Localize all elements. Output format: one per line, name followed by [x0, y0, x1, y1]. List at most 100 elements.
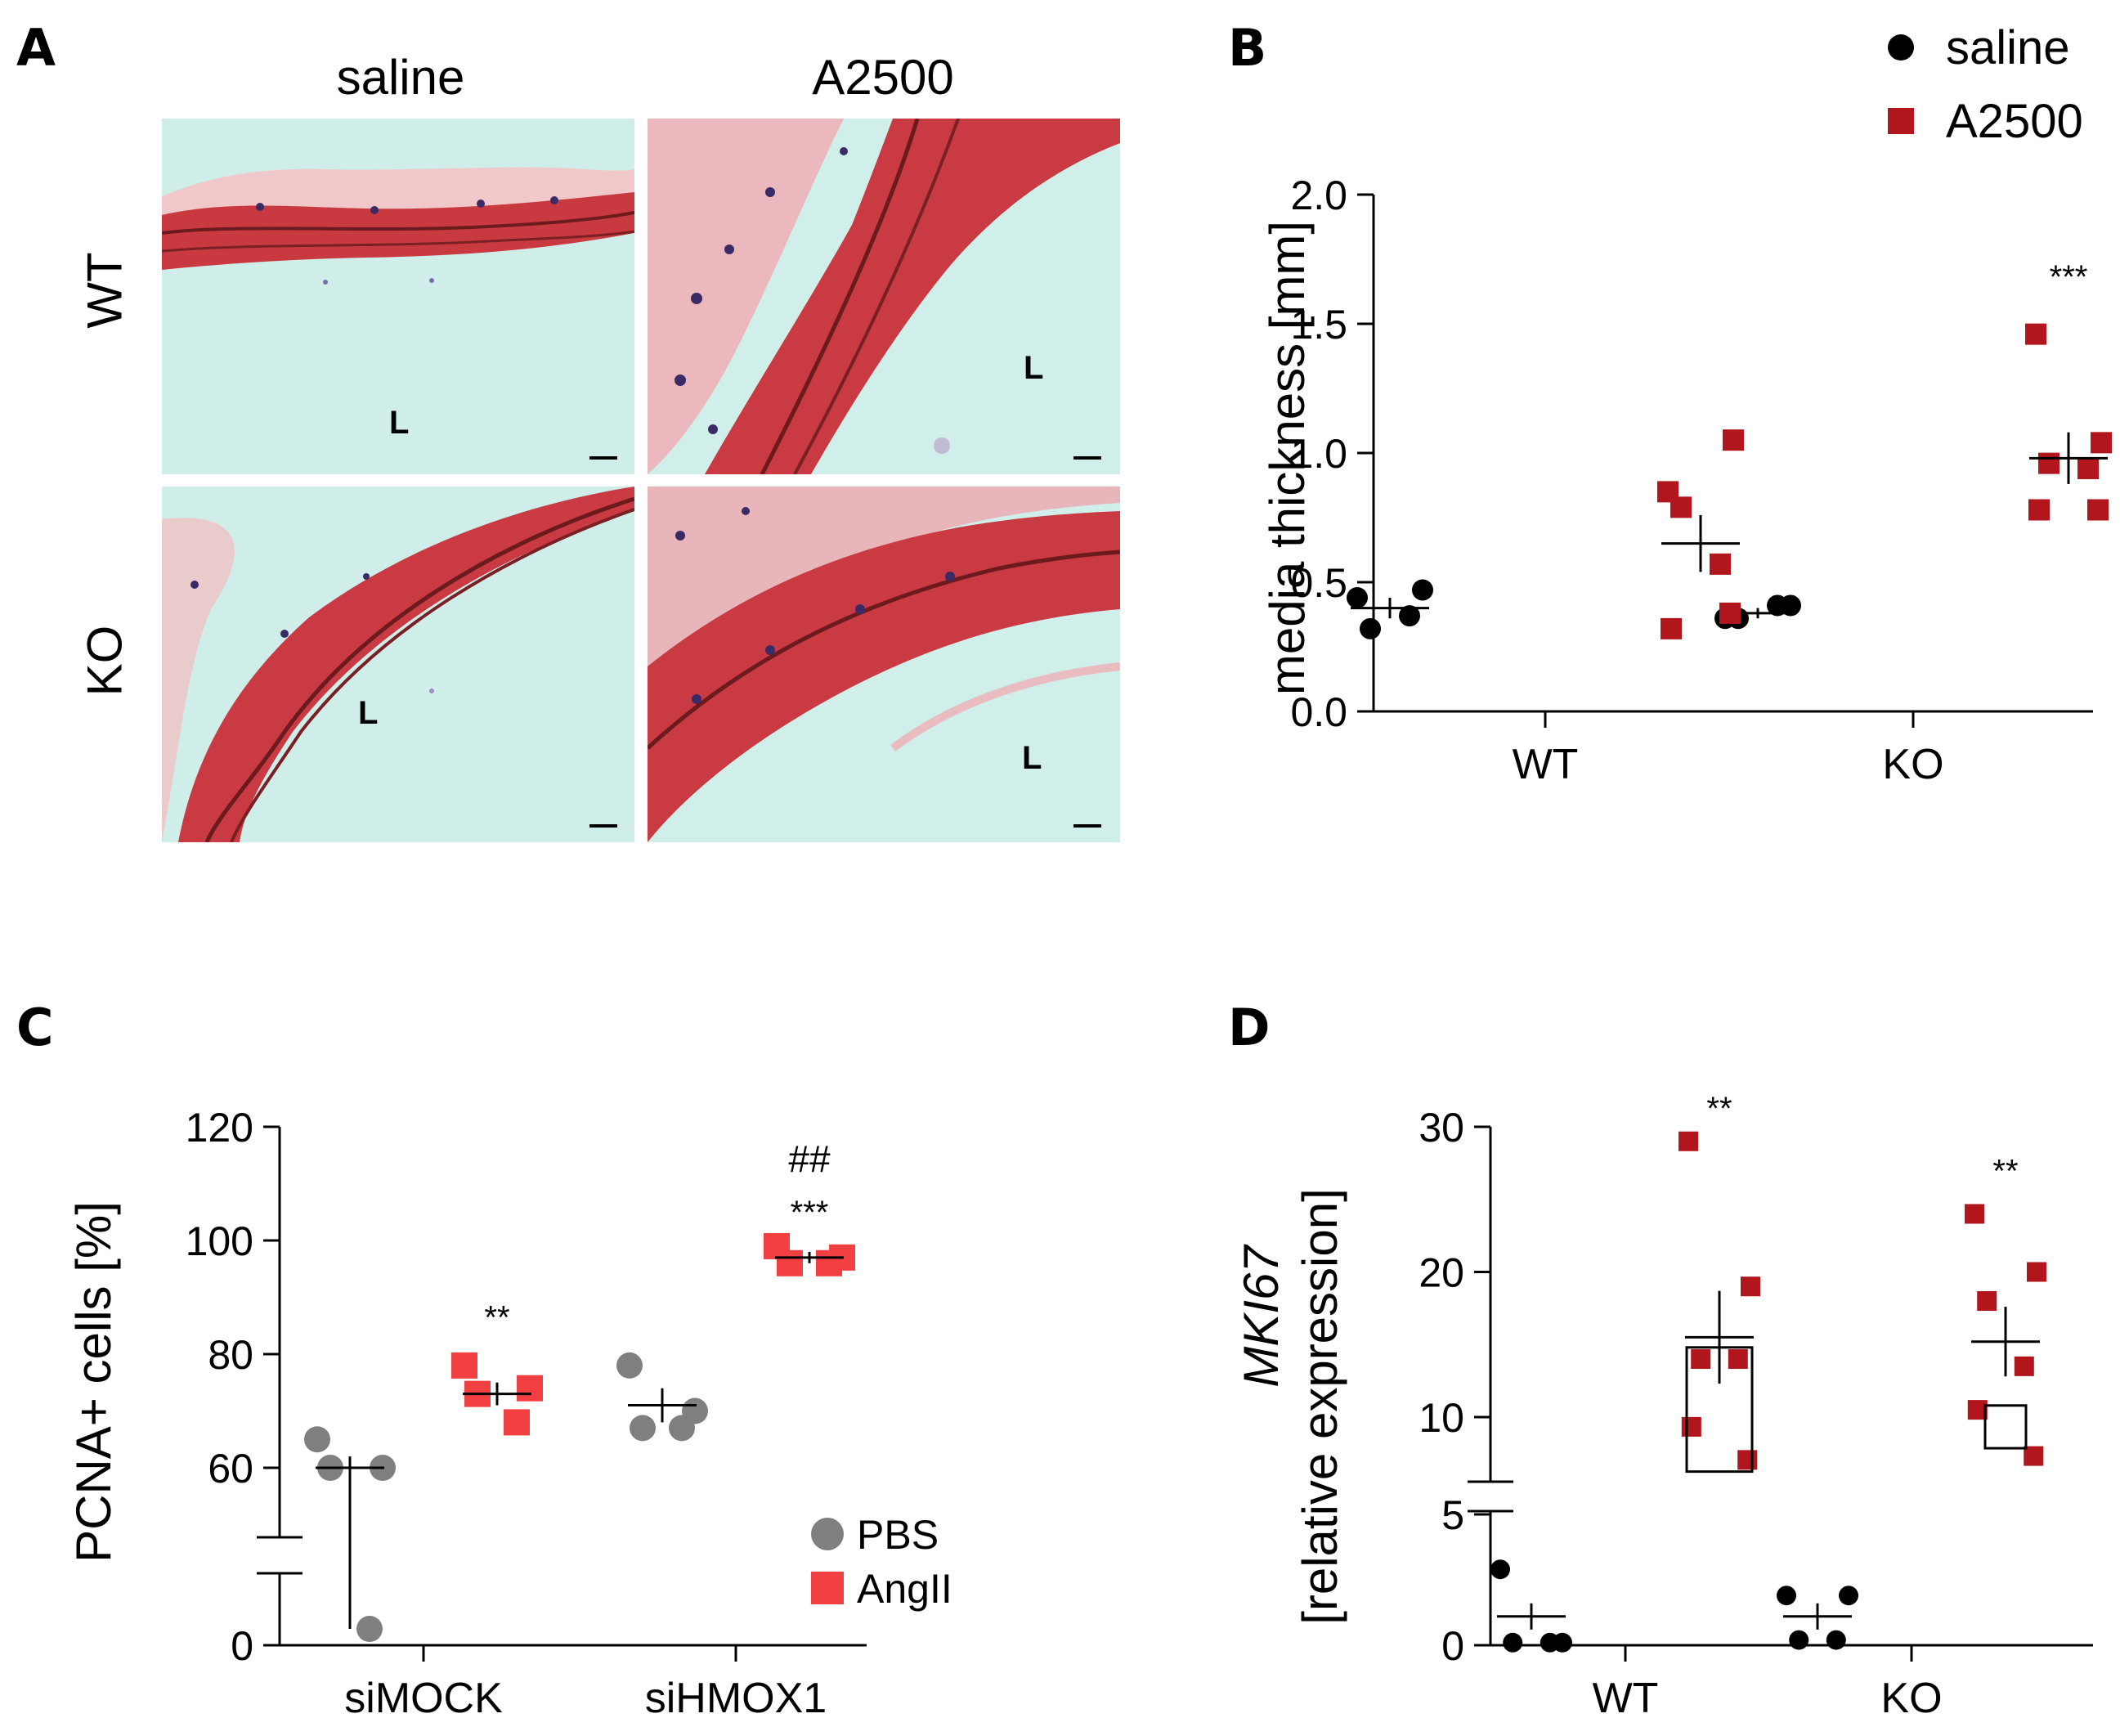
x-tick-label: WT	[1513, 741, 1579, 788]
micrograph-wt-saline: L	[162, 119, 634, 474]
chart-b: 0.0 0.5 1.0 1.5 2.0 WT KO media thickness [mm] *…	[1260, 21, 2112, 788]
panel-letter-c: C	[16, 998, 54, 1057]
y-tick-label: 30	[1419, 1105, 1464, 1151]
lumen-label: L	[1024, 350, 1043, 386]
saline-point	[1826, 1630, 1846, 1650]
a2500-point	[2027, 1262, 2046, 1282]
y-tick-label: 0	[1441, 1623, 1464, 1669]
y-tick-label: 60	[208, 1446, 253, 1492]
a2500-point	[1670, 496, 1692, 518]
angii-point	[517, 1375, 543, 1402]
x-tick-label: KO	[1882, 741, 1943, 788]
a2500-point	[1728, 1349, 1748, 1369]
legend-label-angii: AngII	[857, 1566, 952, 1612]
legend-label-a2500: A2500	[1946, 95, 2083, 148]
panel-letter-b: B	[1228, 18, 1267, 78]
legend-marker-pbs	[811, 1518, 844, 1550]
y-tick-label: 120	[186, 1105, 253, 1151]
a2500-point	[2025, 323, 2046, 345]
saline-point	[1767, 594, 1788, 617]
legend-marker-a2500	[1888, 108, 1914, 134]
a2500-point	[2091, 432, 2112, 454]
y-tick-label: 2.0	[1290, 173, 1347, 218]
y-tick-label: 1.5	[1290, 302, 1347, 348]
angii-point	[816, 1249, 842, 1276]
y-axis-gene-label: MKI67	[1234, 1244, 1289, 1388]
pbs-point	[304, 1426, 330, 1453]
angii-point	[777, 1249, 803, 1276]
x-tick-label: siMOCK	[344, 1675, 503, 1722]
a2500-point	[1679, 1131, 1698, 1151]
significance-mark: **	[1992, 1153, 2018, 1189]
lumen-label: L	[389, 405, 409, 441]
a2500-point	[1977, 1291, 1997, 1311]
column-label-saline: saline	[336, 50, 465, 105]
y-tick-label: 100	[186, 1218, 253, 1264]
micrograph-wt-a2500: L	[648, 119, 1120, 474]
a2500-point	[1965, 1204, 1984, 1224]
pbs-point	[356, 1616, 383, 1642]
y-tick-label: 0	[231, 1623, 253, 1669]
a2500-point	[1741, 1276, 1760, 1297]
significance-mark: **	[484, 1300, 509, 1336]
chart-d: 0 5 10 20 30 WT KO [relative expression]MKI67 **…	[1234, 1091, 2093, 1722]
saline-point	[1789, 1630, 1809, 1650]
a2500-point	[1691, 1349, 1711, 1369]
a2500-point	[2077, 457, 2099, 479]
saline-point	[1360, 617, 1381, 639]
chart-c: 0 60 80 100 120 siMOCK siHMOX1 PCNA+ cells [%] *…	[66, 1105, 952, 1722]
a2500-point	[2028, 499, 2050, 521]
a2500-point	[1737, 1450, 1758, 1470]
y-tick-label: 0.0	[1290, 689, 1347, 735]
a2500-point	[1681, 1416, 1701, 1437]
x-tick-label: siHMOX1	[645, 1675, 827, 1722]
saline-point	[1412, 579, 1433, 601]
panel-letter-a: A	[16, 18, 56, 78]
saline-point	[1490, 1559, 1510, 1580]
y-axis-label: [relative expression]	[1293, 1188, 1347, 1625]
pbs-point	[669, 1415, 695, 1442]
lumen-label: L	[1022, 740, 1042, 776]
y-axis-label: media thickness [mm]	[1260, 221, 1315, 695]
saline-point	[1540, 1632, 1560, 1653]
row-label-ko: KO	[77, 625, 132, 697]
micrograph-ko-saline: L	[162, 487, 634, 842]
row-label-wt: WT	[77, 252, 132, 329]
significance-mark: ***	[791, 1195, 829, 1231]
a2500-point	[2038, 452, 2059, 474]
significance-mark: ##	[788, 1138, 831, 1181]
angii-point	[504, 1409, 530, 1436]
legend-label-saline: saline	[1946, 21, 2070, 74]
a2500-point	[1723, 429, 1744, 451]
saline-point	[1399, 605, 1420, 627]
y-tick-label: 1.0	[1290, 431, 1347, 477]
pbs-point	[630, 1415, 656, 1442]
a2500-point	[1719, 602, 1741, 624]
y-axis-label: PCNA+ cells [%]	[66, 1201, 121, 1563]
saline-point	[1503, 1632, 1523, 1653]
legend-label-pbs: PBS	[857, 1512, 939, 1558]
saline-point	[1347, 586, 1368, 608]
y-tick-label: 10	[1419, 1395, 1464, 1441]
saline-point	[1777, 1586, 1796, 1606]
x-tick-label: KO	[1880, 1675, 1942, 1722]
legend-marker-saline	[1888, 34, 1914, 61]
y-tick-label: 0.5	[1290, 560, 1347, 606]
legend-marker-angii	[811, 1572, 844, 1604]
y-tick-label: 5	[1441, 1492, 1464, 1538]
angii-point	[451, 1352, 477, 1379]
a2500-point	[2024, 1446, 2044, 1466]
saline-point	[1839, 1586, 1858, 1606]
a2500-point	[1661, 617, 1682, 639]
y-tick-label: 20	[1419, 1250, 1464, 1296]
highlight-box	[1685, 1346, 1754, 1474]
pbs-point	[616, 1352, 643, 1379]
significance-mark: **	[1706, 1091, 1732, 1127]
y-tick-label: 80	[208, 1332, 253, 1378]
panel-letter-d: D	[1228, 998, 1271, 1057]
a2500-point	[2014, 1356, 2034, 1376]
a2500-point	[1710, 553, 1731, 575]
column-label-a2500: A2500	[812, 50, 954, 105]
highlight-box	[1983, 1404, 2028, 1450]
